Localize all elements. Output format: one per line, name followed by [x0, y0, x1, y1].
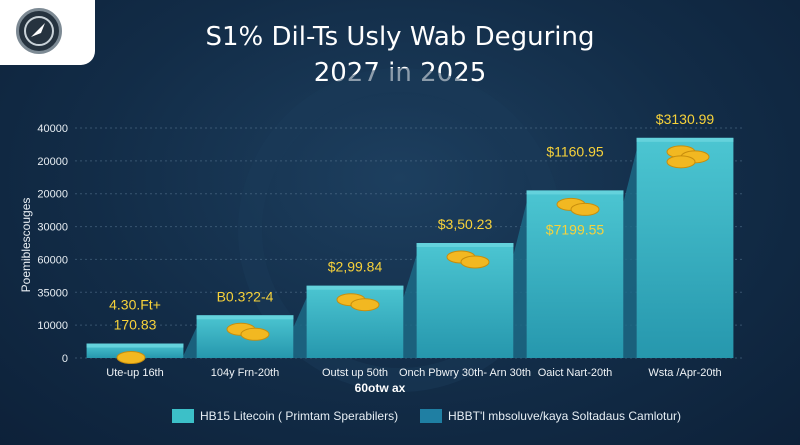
legend-label-1: HB15 Litecoin ( Primtam Sperabilers) [200, 409, 399, 423]
data-label: $3130.99 [656, 111, 715, 127]
x-tick-label: Outst up 50th [322, 367, 388, 379]
data-label: $3,50.23 [438, 216, 493, 232]
bar-top-edge [306, 285, 404, 290]
legend-swatch-2 [420, 409, 442, 423]
y-tick-label: 60000 [37, 254, 68, 266]
y-tick-label: 10000 [37, 320, 68, 332]
bar-top-edge [416, 243, 514, 247]
y-tick-label: 20000 [37, 189, 68, 201]
y-axis-label: Poemiblescouges [19, 198, 33, 293]
coin-icon [240, 327, 270, 341]
chart-title-line-1: S1% Dil-Ts Usly Wab Deguring [205, 22, 595, 52]
x-tick-label: Onch Pbwry 30th- Arn 30th [399, 367, 531, 379]
data-label: 4.30.Ft+ [109, 297, 161, 313]
bar-top-edge [526, 190, 624, 195]
y-tick-label: 30000 [37, 222, 68, 234]
y-tick-label: 40000 [37, 123, 68, 135]
bar-top-edge [636, 137, 734, 142]
bar-top-edge [86, 343, 184, 348]
coin-icon [460, 255, 490, 269]
data-label: $7199.55 [546, 221, 605, 237]
y-tick-label: 20000 [37, 156, 68, 168]
coin-icon [350, 298, 380, 312]
x-tick-label: Oaict Nart-20th [538, 367, 613, 379]
bar-side-ramp [403, 255, 417, 358]
bar-side-ramp [513, 202, 527, 358]
data-label: B0.3?2-4 [217, 288, 274, 304]
bar [636, 137, 734, 358]
legend-item-2: HBBT'l mbsoluve/kaya Soltadaus Camlotur) [420, 405, 681, 427]
coin-icon [570, 202, 600, 216]
y-tick-label: 35000 [37, 287, 68, 299]
legend-swatch-1 [172, 409, 194, 423]
bar [526, 190, 624, 358]
x-axis-label: 60otw ax [355, 381, 406, 395]
coin-icon [116, 351, 146, 365]
coin-icon [666, 155, 696, 169]
legend-label-2: HBBT'l mbsoluve/kaya Soltadaus Camlotur) [448, 409, 682, 423]
logo [0, 0, 95, 65]
bar-side-ramp [623, 149, 637, 358]
y-tick-label: 0 [62, 353, 68, 365]
x-tick-label: Ute-up 16th [106, 367, 163, 379]
data-label: $1160.95 [546, 143, 604, 159]
data-label: $2,99.84 [328, 259, 383, 275]
bar-side-ramp [293, 297, 307, 358]
data-label: 170.83 [114, 317, 157, 333]
bar-top-edge [196, 315, 294, 320]
legend-item-1: HB15 Litecoin ( Primtam Sperabilers) [172, 405, 398, 427]
x-tick-label: 104y Frn-20th [211, 367, 279, 379]
logo-badge-icon [16, 8, 62, 54]
x-tick-label: Wsta /Apr-20th [648, 367, 721, 379]
bar-side-ramp [183, 327, 197, 358]
